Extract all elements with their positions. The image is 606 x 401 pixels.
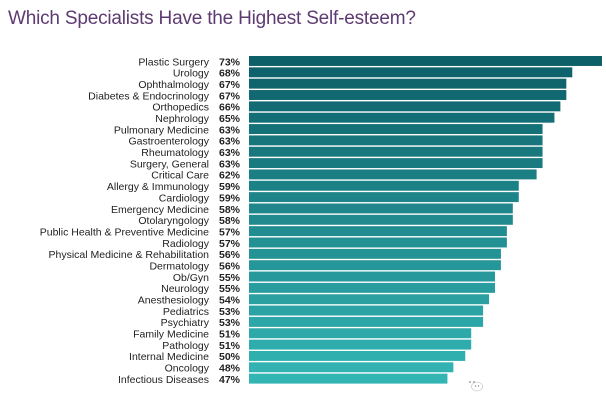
chart-title: Which Specialists Have the Highest Self-… (8, 8, 416, 29)
value-label: 66% (219, 102, 241, 114)
bar (249, 282, 495, 293)
category-label: Urology (173, 68, 210, 80)
category-label: Critical Care (151, 170, 209, 182)
value-label: 67% (219, 90, 241, 102)
category-label: Diabetes & Endocrinology (88, 90, 210, 102)
watermark-text: 微信号: mrclub (487, 377, 573, 392)
category-label: Dermatology (149, 260, 209, 272)
bar (249, 180, 519, 191)
value-label: 59% (219, 192, 241, 204)
bar (249, 158, 543, 169)
bar (249, 350, 466, 361)
value-label: 63% (219, 147, 241, 159)
bar (249, 90, 567, 100)
category-label: Radiology (162, 238, 209, 250)
value-label: 68% (219, 68, 241, 80)
bar (249, 56, 602, 66)
category-label: Neurology (161, 283, 210, 295)
value-label: 63% (219, 136, 241, 148)
bar (249, 248, 501, 259)
bar (249, 373, 448, 384)
category-label: Orthopedics (152, 102, 209, 114)
value-label: 58% (219, 204, 241, 216)
bar (249, 305, 484, 316)
category-label: Pediatrics (163, 306, 209, 318)
category-label: Family Medicine (133, 329, 209, 341)
value-label: 62% (219, 170, 241, 182)
bar (249, 112, 555, 123)
value-label: 55% (219, 272, 241, 284)
bar (249, 214, 513, 225)
value-label: 55% (219, 283, 241, 295)
value-label: 57% (219, 226, 241, 238)
watermark: 微信号: mrclub (465, 374, 572, 394)
value-label: 63% (219, 124, 241, 136)
bar (249, 124, 543, 135)
value-label: 56% (219, 249, 241, 261)
bar (249, 316, 484, 327)
value-label: 58% (219, 215, 241, 227)
bar (249, 237, 507, 248)
bar (249, 67, 573, 78)
value-label: 50% (219, 351, 241, 363)
bar (249, 328, 472, 339)
category-label: Rheumatology (141, 147, 209, 159)
bar (249, 339, 472, 350)
value-label: 65% (219, 113, 241, 125)
category-label: Anesthesiology (138, 295, 210, 307)
category-label: Emergency Medicine (111, 204, 209, 216)
bar (249, 362, 454, 373)
bar (249, 192, 519, 203)
category-label: Pathology (162, 340, 209, 352)
value-label: 57% (219, 238, 241, 250)
bar (249, 271, 495, 282)
category-label: Plastic Surgery (138, 56, 209, 68)
category-label: Otolaryngology (138, 215, 209, 227)
bar (249, 135, 543, 146)
category-label: Ob/Gyn (173, 272, 209, 284)
bar (249, 78, 567, 89)
category-label: Ophthalmology (138, 79, 209, 91)
value-label: 67% (219, 79, 241, 91)
category-label: Public Health & Preventive Medicine (40, 226, 209, 238)
category-label: Pulmonary Medicine (114, 124, 209, 136)
bar (249, 146, 543, 157)
value-label: 63% (219, 158, 241, 170)
category-label: Surgery, General (130, 158, 209, 170)
value-label: 48% (219, 363, 241, 375)
category-label: Infectious Diseases (118, 374, 209, 386)
category-label: Allergy & Immunology (107, 181, 210, 193)
value-label: 51% (219, 340, 241, 352)
value-label: 53% (219, 306, 241, 318)
value-label: 47% (219, 374, 241, 386)
bar (249, 101, 561, 112)
bar (249, 294, 490, 305)
bar (249, 226, 507, 237)
category-label: Physical Medicine & Rehabilitation (49, 249, 210, 261)
wechat-icon (465, 377, 483, 392)
category-label: Internal Medicine (129, 351, 209, 363)
category-label: Nephrology (155, 113, 209, 125)
category-label: Cardiology (159, 192, 210, 204)
bar (249, 260, 501, 271)
value-label: 53% (219, 317, 241, 329)
category-label: Psychiatry (161, 317, 210, 329)
value-label: 73% (219, 56, 241, 68)
category-label: Oncology (165, 363, 210, 375)
value-label: 51% (219, 329, 241, 341)
value-label: 59% (219, 181, 241, 193)
bar (249, 203, 513, 214)
bar (249, 169, 537, 180)
category-label: Gastroenterology (128, 136, 209, 148)
value-label: 56% (219, 260, 241, 272)
value-label: 54% (219, 295, 241, 307)
